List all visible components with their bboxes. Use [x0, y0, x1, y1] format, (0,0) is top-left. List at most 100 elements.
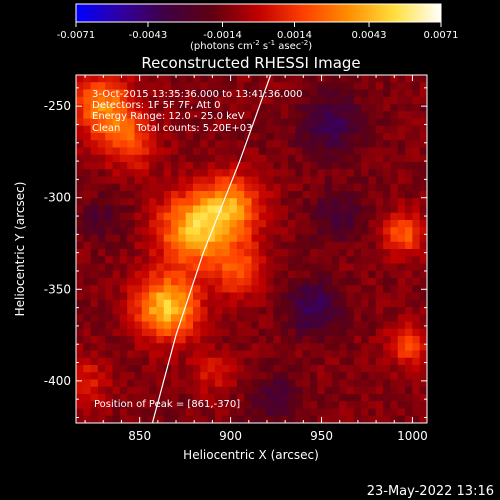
heatmap-cell	[134, 372, 143, 380]
heatmap-cell	[317, 241, 326, 250]
heatmap-cell	[127, 154, 135, 163]
heatmap-cell	[361, 118, 369, 127]
heatmap-cell	[222, 227, 230, 235]
heatmap-cell	[222, 379, 230, 388]
heatmap-cell	[331, 321, 340, 330]
heatmap-cell	[76, 96, 84, 105]
heatmap-cell	[134, 89, 143, 98]
heatmap-cell	[112, 299, 121, 308]
heatmap-cell	[273, 285, 282, 293]
heatmap-cell	[83, 256, 92, 264]
heatmap-cell	[368, 350, 377, 359]
heatmap-cell	[397, 386, 406, 395]
heatmap-cell	[178, 350, 187, 359]
heatmap-cell	[185, 285, 194, 293]
heatmap-cell	[185, 111, 194, 119]
heatmap-cell	[346, 125, 355, 134]
heatmap-cell	[397, 205, 406, 214]
heatmap-cell	[83, 292, 92, 301]
heatmap-cell	[222, 314, 230, 322]
heatmap-cell	[171, 415, 179, 423]
heatmap-cell	[134, 205, 143, 214]
heatmap-cell	[171, 350, 179, 359]
heatmap-cell	[222, 357, 230, 366]
heatmap-cell	[105, 256, 113, 264]
heatmap-cell	[236, 140, 245, 148]
heatmap-cell	[302, 183, 311, 192]
heatmap-cell	[200, 307, 209, 315]
heatmap-cell	[200, 104, 209, 112]
heatmap-cell	[83, 118, 92, 127]
heatmap-cell	[185, 75, 194, 83]
heatmap-cell	[163, 118, 172, 127]
heatmap-cell	[193, 372, 201, 380]
heatmap-cell	[405, 401, 413, 409]
heatmap-cell	[280, 408, 289, 417]
heatmap-cell	[127, 118, 135, 127]
heatmap-cell	[310, 111, 318, 119]
heatmap-cell	[266, 263, 274, 272]
heatmap-cell	[171, 140, 179, 148]
heatmap-cell	[141, 336, 150, 344]
heatmap-cell	[200, 278, 209, 286]
heatmap-cell	[383, 314, 391, 322]
heatmap-cell	[119, 75, 128, 83]
heatmap-cell	[178, 321, 187, 330]
heatmap-cell	[236, 292, 245, 301]
heatmap-cell	[288, 140, 296, 148]
heatmap-cell	[390, 198, 399, 206]
heatmap-cell	[214, 125, 223, 134]
heatmap-cell	[310, 357, 318, 366]
heatmap-cell	[76, 183, 84, 192]
heatmap-cell	[302, 278, 311, 286]
heatmap-cell	[171, 328, 179, 337]
heatmap-cell	[134, 365, 143, 373]
heatmap-cell	[200, 212, 209, 221]
heatmap-cell	[295, 82, 304, 90]
heatmap-cell	[397, 89, 406, 98]
heatmap-cell	[288, 118, 296, 127]
heatmap-cell	[405, 379, 413, 388]
heatmap-cell	[76, 227, 84, 235]
heatmap-cell	[419, 292, 427, 301]
heatmap-cell	[405, 321, 413, 330]
heatmap-cell	[339, 299, 347, 308]
heatmap-cell	[185, 220, 194, 228]
heatmap-cell	[207, 263, 216, 272]
heatmap-cell	[90, 96, 99, 105]
heatmap-cell	[229, 350, 238, 359]
heatmap-cell	[317, 307, 326, 315]
heatmap-cell	[244, 372, 252, 380]
heatmap-cell	[368, 118, 377, 127]
heatmap-cell	[361, 365, 369, 373]
heatmap-cell	[222, 75, 230, 83]
heatmap-cell	[185, 278, 194, 286]
heatmap-cell	[214, 379, 223, 388]
heatmap-cell	[280, 118, 289, 127]
heatmap-cell	[222, 365, 230, 373]
heatmap-cell	[288, 270, 296, 279]
heatmap-cell	[280, 96, 289, 105]
heatmap-cell	[251, 220, 260, 228]
heatmap-cell	[339, 379, 347, 388]
heatmap-cell	[90, 307, 99, 315]
heatmap-cell	[236, 415, 245, 423]
heatmap-cell	[368, 169, 377, 177]
heatmap-cell	[200, 96, 209, 105]
heatmap-cell	[266, 343, 274, 351]
heatmap-cell	[156, 198, 165, 206]
heatmap-cell	[346, 234, 355, 243]
heatmap-cell	[353, 140, 362, 148]
heatmap-cell	[105, 307, 113, 315]
heatmap-cell	[419, 147, 427, 156]
heatmap-cell	[119, 278, 128, 286]
heatmap-cell	[419, 394, 427, 402]
heatmap-cell	[244, 162, 252, 170]
heatmap-cell	[331, 104, 340, 112]
heatmap-cell	[200, 386, 209, 395]
heatmap-cell	[156, 176, 165, 185]
heatmap-cell	[295, 292, 304, 301]
heatmap-cell	[141, 278, 150, 286]
heatmap-cell	[229, 379, 238, 388]
heatmap-cell	[273, 154, 282, 163]
